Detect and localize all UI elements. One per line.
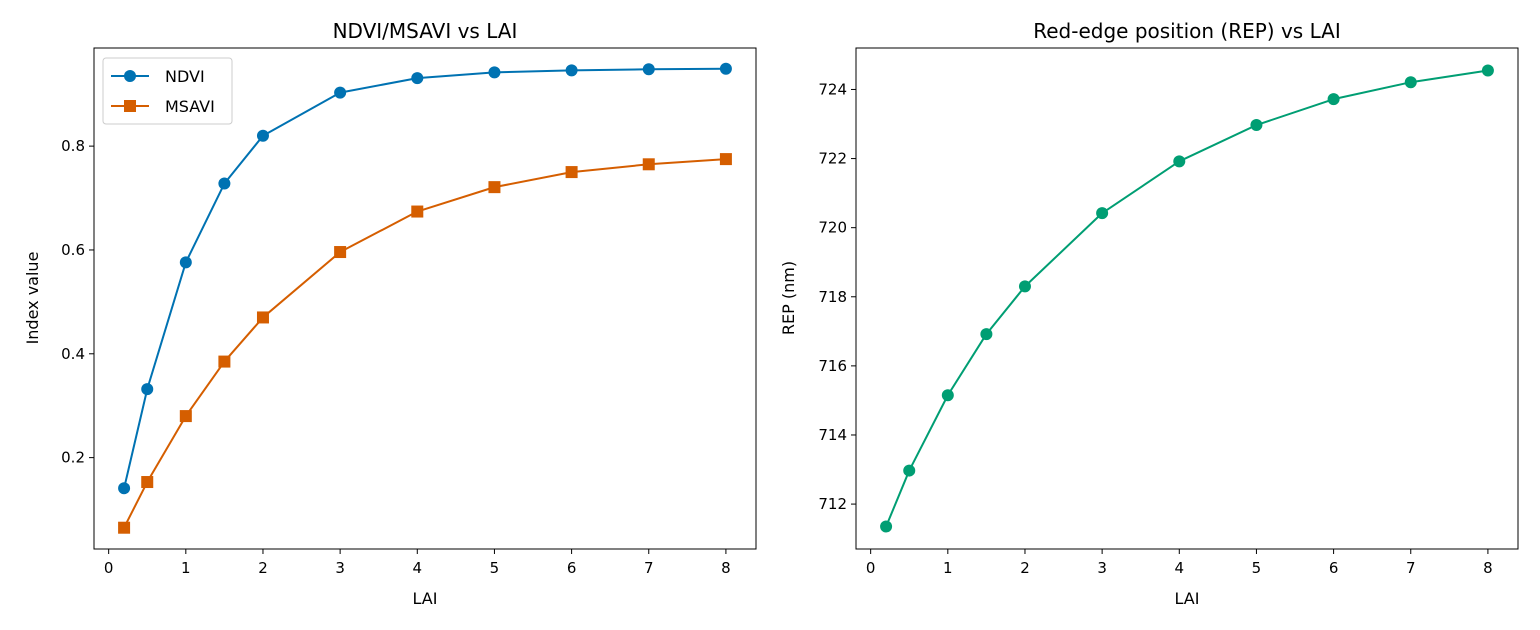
x-tick-label: 4 bbox=[413, 559, 423, 577]
data-point bbox=[1404, 76, 1417, 89]
series-layer bbox=[118, 62, 732, 534]
x-tick-label: 3 bbox=[335, 559, 345, 577]
y-tick-label: 0.6 bbox=[61, 241, 85, 259]
data-point bbox=[411, 72, 424, 85]
y-tick-label: 724 bbox=[818, 80, 847, 98]
data-point bbox=[334, 86, 347, 99]
data-point bbox=[218, 177, 231, 190]
data-point bbox=[880, 520, 893, 533]
y-tick-label: 0.4 bbox=[61, 345, 85, 363]
chart-rep: Red-edge position (REP) vs LAI 0 1 2 3 4 5 6 7 8… bbox=[779, 19, 1519, 608]
x-tick-label: 5 bbox=[490, 559, 500, 577]
x-tick-label: 8 bbox=[1483, 559, 1493, 577]
x-tick-label: 0 bbox=[866, 559, 876, 577]
x-tick-label: 8 bbox=[721, 559, 731, 577]
data-point bbox=[565, 64, 578, 77]
chart-title: NDVI/MSAVI vs LAI bbox=[333, 19, 518, 43]
data-point bbox=[1018, 280, 1031, 293]
data-point bbox=[179, 256, 192, 269]
y-tick-label: 716 bbox=[818, 357, 847, 375]
data-point bbox=[141, 383, 154, 396]
data-point bbox=[179, 410, 192, 423]
y-axis-ticks: 712 714 716 718 720 722 724 bbox=[818, 80, 856, 513]
y-tick-label: 0.2 bbox=[61, 449, 85, 467]
data-point bbox=[334, 246, 347, 259]
legend-marker-ndvi bbox=[124, 70, 136, 82]
data-point bbox=[719, 62, 732, 75]
x-axis-ticks: 0 1 2 3 4 5 6 7 8 bbox=[104, 549, 731, 577]
y-tick-label: 722 bbox=[818, 150, 847, 168]
x-tick-label: 5 bbox=[1252, 559, 1262, 577]
data-point bbox=[488, 66, 501, 79]
data-point bbox=[488, 181, 501, 194]
data-point bbox=[118, 521, 131, 534]
data-point bbox=[642, 63, 655, 76]
plot-area bbox=[93, 47, 757, 550]
x-tick-label: 6 bbox=[567, 559, 577, 577]
x-tick-label: 7 bbox=[1406, 559, 1416, 577]
data-point bbox=[1173, 155, 1186, 168]
data-point bbox=[256, 311, 269, 324]
data-point bbox=[903, 464, 916, 477]
x-tick-label: 4 bbox=[1175, 559, 1185, 577]
x-axis-label: LAI bbox=[413, 589, 438, 608]
legend-label-msavi: MSAVI bbox=[165, 97, 215, 116]
data-point bbox=[642, 158, 655, 171]
x-axis-label: LAI bbox=[1175, 589, 1200, 608]
data-point bbox=[118, 482, 131, 495]
legend: NDVI MSAVI bbox=[102, 57, 233, 125]
data-point bbox=[1250, 119, 1263, 132]
data-point bbox=[411, 205, 424, 218]
x-tick-label: 0 bbox=[104, 559, 114, 577]
y-tick-label: 720 bbox=[818, 219, 847, 237]
data-point bbox=[1481, 64, 1494, 77]
data-point bbox=[565, 166, 578, 179]
x-tick-label: 1 bbox=[943, 559, 953, 577]
y-tick-label: 714 bbox=[818, 426, 847, 444]
data-point bbox=[1327, 93, 1340, 106]
series-layer bbox=[880, 64, 1494, 533]
plot-area bbox=[855, 47, 1519, 550]
chart-ndvi-msavi: NDVI/MSAVI vs LAI 0 1 2 3 4 5 6 7 8 0.2 0.4 0.6 0.8… bbox=[23, 19, 757, 608]
data-point bbox=[218, 355, 231, 368]
data-point bbox=[256, 129, 269, 142]
y-tick-label: 718 bbox=[818, 288, 847, 306]
legend-marker-msavi bbox=[124, 100, 136, 112]
x-axis-ticks: 0 1 2 3 4 5 6 7 8 bbox=[866, 549, 1493, 577]
x-tick-label: 6 bbox=[1329, 559, 1339, 577]
data-point bbox=[941, 389, 954, 402]
x-tick-label: 1 bbox=[181, 559, 191, 577]
x-tick-label: 7 bbox=[644, 559, 654, 577]
y-axis-label: REP (nm) bbox=[779, 261, 798, 335]
data-point bbox=[719, 153, 732, 166]
x-tick-label: 2 bbox=[1020, 559, 1030, 577]
y-axis-ticks: 0.2 0.4 0.6 0.8 bbox=[61, 137, 94, 467]
y-tick-label: 0.8 bbox=[61, 137, 85, 155]
x-tick-label: 2 bbox=[258, 559, 268, 577]
data-point bbox=[141, 476, 154, 489]
y-tick-label: 712 bbox=[818, 495, 847, 513]
legend-label-ndvi: NDVI bbox=[165, 67, 205, 86]
x-tick-label: 3 bbox=[1097, 559, 1107, 577]
chart-title: Red-edge position (REP) vs LAI bbox=[1033, 19, 1341, 43]
data-point bbox=[980, 328, 993, 341]
y-axis-label: Index value bbox=[23, 252, 42, 345]
data-point bbox=[1096, 207, 1109, 220]
